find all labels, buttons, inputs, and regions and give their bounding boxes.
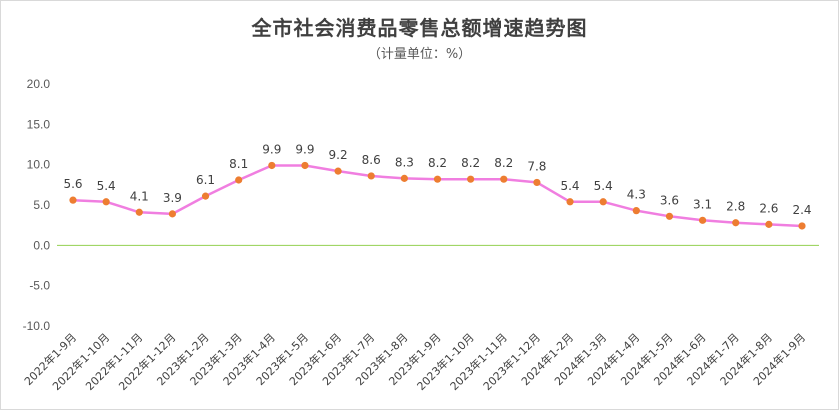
data-point <box>599 198 607 206</box>
data-label: 8.1 <box>229 157 248 171</box>
data-point <box>168 210 177 218</box>
data-point <box>69 196 77 204</box>
data-point <box>765 220 773 228</box>
data-label: 8.6 <box>362 153 381 167</box>
data-label: 4.3 <box>627 188 646 202</box>
data-label: 8.3 <box>395 155 414 169</box>
data-label: 8.2 <box>494 156 513 170</box>
data-label: 8.2 <box>461 156 480 170</box>
x-tick-label: 2023年1-12月 <box>480 330 543 393</box>
y-tick-label: 10.0 <box>27 158 51 172</box>
data-label: 8.2 <box>428 156 447 170</box>
x-tick-label: 2023年1-10月 <box>414 330 477 393</box>
data-point <box>102 198 110 206</box>
y-tick-label: -10.0 <box>23 319 51 333</box>
data-point <box>698 216 707 224</box>
data-label: 2.8 <box>726 200 745 214</box>
data-point <box>798 222 806 230</box>
data-point <box>533 178 541 187</box>
data-label: 2.4 <box>792 203 811 217</box>
data-label: 3.6 <box>660 193 679 207</box>
x-tick-label: 2022年1-12月 <box>116 330 179 393</box>
data-label: 7.8 <box>527 159 546 173</box>
data-label: 2.6 <box>759 201 778 215</box>
data-label: 5.4 <box>97 179 116 193</box>
data-point <box>301 161 309 170</box>
y-tick-label: 20.0 <box>27 77 51 91</box>
data-label: 3.9 <box>163 191 182 205</box>
x-tick-label: 2022年1-11月 <box>82 330 145 393</box>
y-tick-label: 0.0 <box>33 238 50 252</box>
data-label: 5.4 <box>594 179 613 193</box>
data-label: 9.9 <box>262 142 281 156</box>
data-point <box>201 192 210 200</box>
data-point <box>566 198 574 206</box>
data-point <box>367 172 375 180</box>
data-point <box>268 161 276 170</box>
data-label: 4.1 <box>130 189 149 203</box>
y-tick-label: 15.0 <box>27 117 51 131</box>
x-tick-label: 2023年1-11月 <box>447 330 510 393</box>
data-label: 5.6 <box>63 177 82 191</box>
data-label: 3.1 <box>693 197 712 211</box>
data-label: 5.4 <box>560 179 579 193</box>
data-label: 6.1 <box>196 173 215 187</box>
data-point <box>665 212 674 220</box>
data-point <box>500 175 508 183</box>
y-tick-label: 5.0 <box>33 198 50 212</box>
data-point <box>235 176 243 184</box>
data-label: 9.2 <box>329 148 348 162</box>
data-point <box>732 219 740 227</box>
y-tick-label: -5.0 <box>29 279 50 293</box>
data-point <box>632 207 640 215</box>
chart-title: 全市社会消费品零售总额增速趋势图 <box>251 16 588 40</box>
x-tick-label: 2022年1-10月 <box>49 330 112 393</box>
data-point <box>135 208 143 216</box>
series-line <box>72 164 803 228</box>
data-point <box>467 175 475 183</box>
chart-subtitle: （计量单位：%） <box>367 47 472 62</box>
data-point <box>400 174 408 182</box>
data-label: 9.9 <box>295 142 314 156</box>
data-point <box>334 167 342 175</box>
data-point <box>433 175 442 183</box>
